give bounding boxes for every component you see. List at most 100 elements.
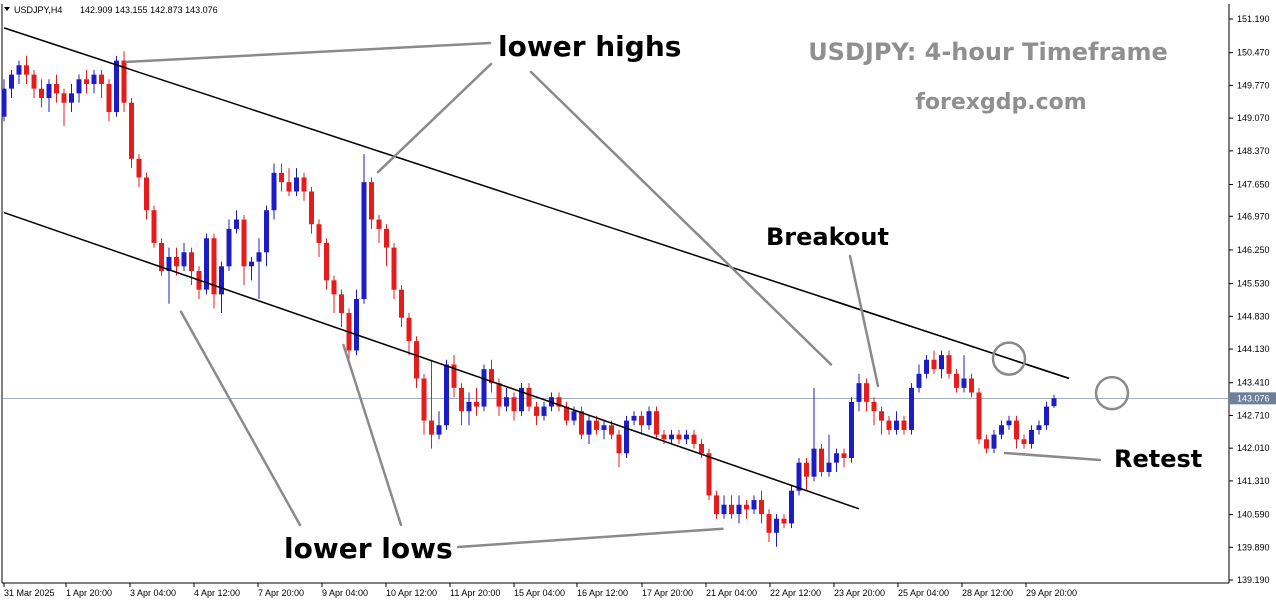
candle (789, 486, 794, 529)
candle-body (841, 453, 847, 458)
candle-body (871, 401, 877, 412)
candle-body (736, 504, 742, 515)
time-tick-label: 22 Apr 12:00 (770, 588, 821, 598)
candle (174, 247, 179, 276)
candle-body (631, 415, 637, 421)
candle-body (106, 83, 112, 113)
candle (279, 163, 284, 192)
label-lower-highs: lower highs (498, 30, 681, 63)
candle-body (466, 401, 472, 412)
candle-body (766, 514, 772, 533)
candle-body (331, 280, 337, 295)
candle-body (451, 364, 457, 388)
candle-body (241, 219, 247, 267)
candle (226, 219, 232, 271)
price-tick-label: 151.190 (1237, 14, 1270, 24)
candle (241, 214, 247, 286)
candle-body (46, 83, 52, 99)
candle (684, 429, 689, 444)
candle-body (691, 434, 697, 444)
candle (631, 411, 637, 426)
candle-body (159, 242, 164, 271)
candle-body (279, 172, 284, 183)
price-tick-label: 150.470 (1237, 48, 1270, 58)
pointer-lower-low-3 (456, 527, 724, 549)
candle (361, 154, 367, 304)
dropdown-arrow-icon[interactable] (4, 7, 10, 11)
candle (151, 205, 157, 248)
candle-body (511, 397, 517, 412)
candle (721, 495, 727, 519)
candle-body (624, 420, 629, 454)
candle (909, 383, 914, 435)
candle-body (541, 406, 547, 416)
candle-body (316, 224, 322, 243)
candle-body (661, 434, 667, 440)
candle (654, 406, 659, 440)
candle-body (676, 434, 682, 440)
watermark-title: USDJPY: 4-hour Timeframe (808, 38, 1168, 66)
candle (766, 509, 772, 543)
candle-body (849, 401, 854, 458)
candle (759, 490, 764, 524)
candle (144, 172, 149, 220)
candle (399, 285, 404, 328)
candle (736, 495, 742, 524)
candle-body (256, 252, 262, 262)
candle-body (9, 74, 14, 89)
candle (444, 359, 449, 430)
candle-body (436, 425, 442, 435)
candle (804, 457, 809, 491)
candle-body (984, 439, 989, 449)
descending-channel (3, 27, 1070, 510)
candle (204, 233, 209, 295)
candle-body (391, 247, 397, 290)
candle-body (526, 387, 532, 407)
candle-body (654, 411, 659, 435)
candle-body (1044, 406, 1049, 426)
candle-body (901, 420, 907, 430)
candle-body (819, 448, 824, 473)
candle (916, 364, 922, 393)
candle (436, 411, 442, 440)
candle (489, 359, 494, 393)
candle (511, 392, 517, 421)
annotation-pointers (125, 41, 1102, 549)
candle (129, 98, 134, 169)
candle-body (669, 434, 674, 440)
candle (69, 83, 74, 113)
pointer-lower-high-2 (376, 62, 493, 174)
candle-body (894, 420, 899, 430)
price-tick-label: 147.650 (1237, 179, 1270, 189)
candle-body (579, 411, 584, 435)
candle (534, 401, 539, 426)
candle-body (354, 299, 359, 351)
candle-body (91, 74, 97, 84)
candle (324, 238, 329, 290)
candle-body (721, 504, 727, 515)
price-tick-label: 142.710 (1237, 410, 1270, 420)
candle (369, 177, 374, 229)
candle-body (31, 74, 37, 89)
candle-body (601, 425, 607, 430)
candle (894, 411, 899, 435)
candle-body (1006, 420, 1012, 426)
candle-body (759, 500, 764, 515)
candle-body (564, 406, 569, 421)
candle (1044, 401, 1049, 430)
candle (864, 378, 869, 412)
candle-body (781, 518, 787, 524)
candle (1036, 420, 1042, 435)
time-tick-label: 29 Apr 20:00 (1026, 588, 1077, 598)
candle-body (136, 158, 142, 178)
time-tick-label: 31 Mar 2025 (4, 588, 55, 598)
candle-body (406, 317, 412, 342)
candle-body (76, 79, 82, 94)
candle (519, 383, 524, 416)
candle (376, 214, 382, 243)
candle (901, 415, 907, 435)
candle-body (856, 383, 862, 402)
candle-body (646, 411, 652, 426)
time-tick-label: 11 Apr 20:00 (450, 588, 500, 598)
